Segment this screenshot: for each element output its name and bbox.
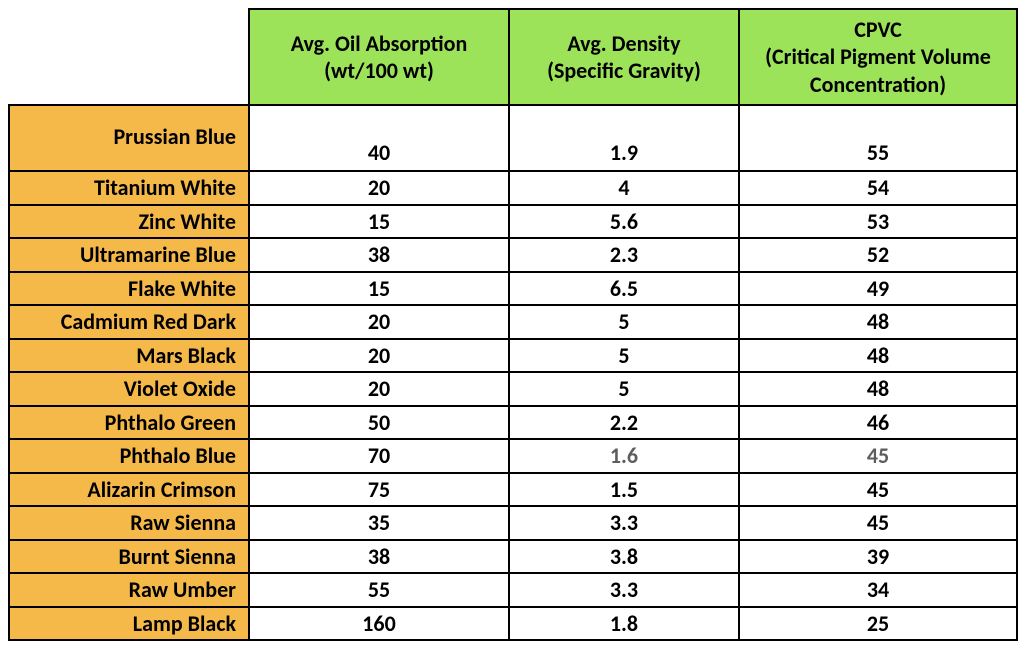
col-hdr-oil: Avg. Oil Absorption (wt/100 wt) — [249, 9, 509, 105]
cell-density: 5 — [509, 305, 739, 339]
table-row: Zinc White155.653 — [9, 205, 1017, 239]
row-label: Lamp Black — [9, 607, 249, 641]
cell-cpvc: 34 — [739, 573, 1017, 607]
row-label: Mars Black — [9, 339, 249, 373]
cell-cpvc: 53 — [739, 205, 1017, 239]
row-label: Zinc White — [9, 205, 249, 239]
table-row: Flake White156.549 — [9, 272, 1017, 306]
table-row: Alizarin Crimson751.545 — [9, 473, 1017, 507]
col-hdr-cpvc: CPVC (Critical Pigment Volume Concentrat… — [739, 9, 1017, 105]
cell-cpvc: 55 — [739, 105, 1017, 171]
row-label: Prussian Blue — [9, 105, 249, 171]
cell-oil: 20 — [249, 171, 509, 205]
col-hdr-oil-l2: (wt/100 wt) — [324, 57, 434, 84]
cell-cpvc: 48 — [739, 372, 1017, 406]
cell-oil: 40 — [249, 105, 509, 171]
row-label: Cadmium Red Dark — [9, 305, 249, 339]
cell-oil: 15 — [249, 205, 509, 239]
cell-cpvc: 48 — [739, 305, 1017, 339]
cell-density: 1.5 — [509, 473, 739, 507]
cell-oil: 75 — [249, 473, 509, 507]
table-row: Cadmium Red Dark20548 — [9, 305, 1017, 339]
pigment-table: Avg. Oil Absorption (wt/100 wt) Avg. Den… — [8, 8, 1018, 641]
cell-oil: 70 — [249, 439, 509, 473]
table-row: Prussian Blue401.955 — [9, 105, 1017, 171]
table-row: Mars Black20548 — [9, 339, 1017, 373]
col-hdr-cpvc-l1: CPVC — [854, 16, 902, 43]
col-hdr-cpvc-l3: Concentration) — [810, 71, 946, 98]
cell-oil: 160 — [249, 607, 509, 641]
cell-cpvc: 48 — [739, 339, 1017, 373]
cell-oil: 20 — [249, 305, 509, 339]
col-hdr-oil-l1: Avg. Oil Absorption — [291, 30, 468, 57]
cell-density: 4 — [509, 171, 739, 205]
row-label: Alizarin Crimson — [9, 473, 249, 507]
cell-oil: 50 — [249, 406, 509, 440]
row-label: Phthalo Blue — [9, 439, 249, 473]
cell-cpvc: 52 — [739, 238, 1017, 272]
cell-oil: 15 — [249, 272, 509, 306]
cell-density: 3.3 — [509, 573, 739, 607]
cell-oil: 35 — [249, 506, 509, 540]
cell-density: 3.3 — [509, 506, 739, 540]
row-label: Ultramarine Blue — [9, 238, 249, 272]
cell-oil: 20 — [249, 372, 509, 406]
col-hdr-cpvc-l2: (Critical Pigment Volume — [765, 43, 991, 70]
cell-cpvc: 49 — [739, 272, 1017, 306]
cell-oil: 38 — [249, 238, 509, 272]
row-label: Phthalo Green — [9, 406, 249, 440]
cell-cpvc: 39 — [739, 540, 1017, 574]
cell-density: 1.9 — [509, 105, 739, 171]
cell-cpvc: 46 — [739, 406, 1017, 440]
cell-density: 1.6 — [509, 439, 739, 473]
cell-oil: 20 — [249, 339, 509, 373]
row-label: Burnt Sienna — [9, 540, 249, 574]
table-row: Lamp Black1601.825 — [9, 607, 1017, 641]
table-row: Ultramarine Blue382.352 — [9, 238, 1017, 272]
cell-density: 5 — [509, 372, 739, 406]
cell-density: 6.5 — [509, 272, 739, 306]
table-row: Violet Oxide20548 — [9, 372, 1017, 406]
cell-oil: 55 — [249, 573, 509, 607]
table-row: Burnt Sienna383.839 — [9, 540, 1017, 574]
col-hdr-density: Avg. Density (Specific Gravity) — [509, 9, 739, 105]
row-label: Violet Oxide — [9, 372, 249, 406]
cell-oil: 38 — [249, 540, 509, 574]
cell-density: 5 — [509, 339, 739, 373]
table-row: Phthalo Green502.246 — [9, 406, 1017, 440]
row-label: Titanium White — [9, 171, 249, 205]
table-row: Phthalo Blue701.645 — [9, 439, 1017, 473]
header-row: Avg. Oil Absorption (wt/100 wt) Avg. Den… — [9, 9, 1017, 105]
cell-cpvc: 54 — [739, 171, 1017, 205]
cell-density: 2.3 — [509, 238, 739, 272]
table-row: Raw Sienna353.345 — [9, 506, 1017, 540]
cell-cpvc: 45 — [739, 506, 1017, 540]
cell-density: 2.2 — [509, 406, 739, 440]
row-label: Raw Umber — [9, 573, 249, 607]
cell-density: 3.8 — [509, 540, 739, 574]
row-label: Raw Sienna — [9, 506, 249, 540]
cell-cpvc: 45 — [739, 473, 1017, 507]
cell-cpvc: 45 — [739, 439, 1017, 473]
col-hdr-density-l1: Avg. Density — [567, 30, 680, 57]
corner-cell — [9, 9, 249, 105]
table-body: Prussian Blue401.955Titanium White20454Z… — [9, 105, 1017, 640]
cell-density: 5.6 — [509, 205, 739, 239]
cell-density: 1.8 — [509, 607, 739, 641]
table-row: Titanium White20454 — [9, 171, 1017, 205]
col-hdr-density-l2: (Specific Gravity) — [547, 57, 701, 84]
table-row: Raw Umber553.334 — [9, 573, 1017, 607]
cell-cpvc: 25 — [739, 607, 1017, 641]
row-label: Flake White — [9, 272, 249, 306]
